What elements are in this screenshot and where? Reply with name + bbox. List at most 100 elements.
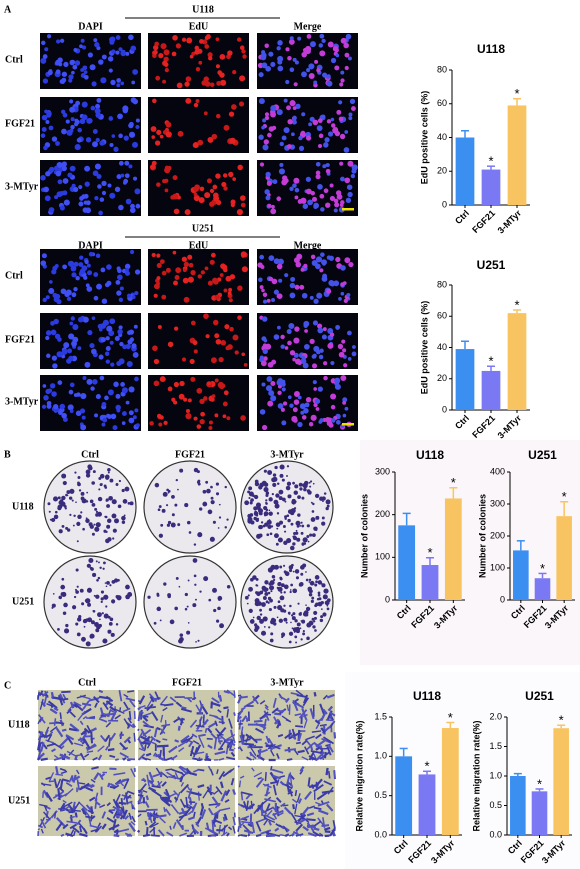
colony	[301, 524, 305, 528]
colony	[273, 622, 277, 626]
cell	[151, 789, 162, 798]
cell	[284, 346, 289, 350]
colony	[288, 568, 293, 573]
cell	[111, 49, 116, 54]
cell	[267, 132, 272, 138]
cell	[156, 744, 169, 748]
cell	[277, 384, 282, 389]
cell	[271, 298, 276, 303]
cell	[190, 376, 196, 382]
cell	[270, 105, 277, 112]
cell	[288, 39, 295, 45]
group-title: U118	[192, 4, 214, 15]
cell	[298, 709, 308, 719]
cell	[135, 423, 140, 428]
cell	[193, 192, 198, 197]
cell	[334, 65, 340, 71]
cell	[295, 358, 301, 365]
cell	[330, 360, 335, 366]
cell	[237, 715, 242, 721]
cell	[123, 181, 127, 185]
cell	[270, 780, 279, 785]
colony	[76, 632, 81, 637]
cell	[173, 208, 180, 215]
y-tick-label: 100	[490, 562, 505, 572]
colony	[267, 591, 271, 595]
cell	[99, 375, 105, 381]
cell	[260, 54, 267, 61]
cell	[159, 817, 166, 824]
migration-image	[237, 689, 337, 762]
cell	[222, 816, 226, 822]
colony	[77, 482, 81, 487]
cell	[221, 831, 228, 837]
cell	[76, 769, 80, 775]
colony	[89, 566, 93, 570]
cell	[48, 772, 55, 782]
cell	[295, 823, 304, 832]
colony	[322, 612, 327, 617]
cell	[134, 269, 141, 275]
cell	[204, 757, 210, 761]
cell	[323, 361, 328, 366]
colony	[252, 616, 255, 619]
colony	[317, 593, 321, 597]
cell	[351, 168, 357, 174]
cell	[180, 707, 192, 713]
cell	[138, 695, 146, 705]
cell	[169, 825, 172, 830]
cell	[225, 743, 230, 755]
colony	[109, 584, 112, 587]
colony	[290, 614, 294, 617]
cell	[98, 773, 104, 781]
colony	[277, 600, 281, 604]
cell	[316, 68, 321, 73]
cell	[53, 696, 65, 701]
cell	[240, 804, 250, 810]
colony	[283, 604, 286, 607]
cell	[110, 413, 117, 420]
cell	[41, 127, 47, 132]
cell	[347, 160, 354, 167]
colony	[57, 496, 61, 500]
cell	[315, 263, 321, 270]
cell	[63, 342, 70, 349]
colony	[280, 595, 283, 598]
cell	[135, 118, 140, 123]
colony	[276, 527, 279, 530]
cell	[318, 133, 324, 139]
cell	[215, 64, 220, 69]
colony	[267, 470, 273, 475]
cell	[223, 813, 228, 821]
cell	[259, 355, 264, 360]
colony	[81, 498, 87, 504]
error-bar	[516, 540, 525, 551]
cell	[67, 172, 73, 178]
cell	[304, 329, 308, 333]
cell	[256, 754, 265, 761]
colony	[291, 627, 294, 630]
cell	[259, 711, 269, 720]
cell	[306, 818, 316, 822]
cell	[334, 377, 341, 384]
cell	[315, 256, 323, 263]
cell	[240, 791, 253, 796]
cell	[173, 400, 178, 405]
cell	[80, 38, 85, 43]
cell	[106, 325, 113, 332]
micrograph	[148, 313, 249, 369]
colony	[285, 485, 291, 491]
cell	[308, 73, 315, 80]
cell	[294, 195, 299, 200]
colony	[76, 521, 81, 526]
colony	[75, 501, 77, 504]
image-background	[40, 97, 141, 153]
cell	[317, 801, 330, 807]
cell	[114, 335, 120, 342]
cell	[79, 44, 83, 49]
cell	[118, 707, 122, 713]
cell	[316, 292, 323, 299]
colony	[102, 638, 108, 644]
cell	[149, 822, 159, 828]
colony	[62, 611, 67, 615]
